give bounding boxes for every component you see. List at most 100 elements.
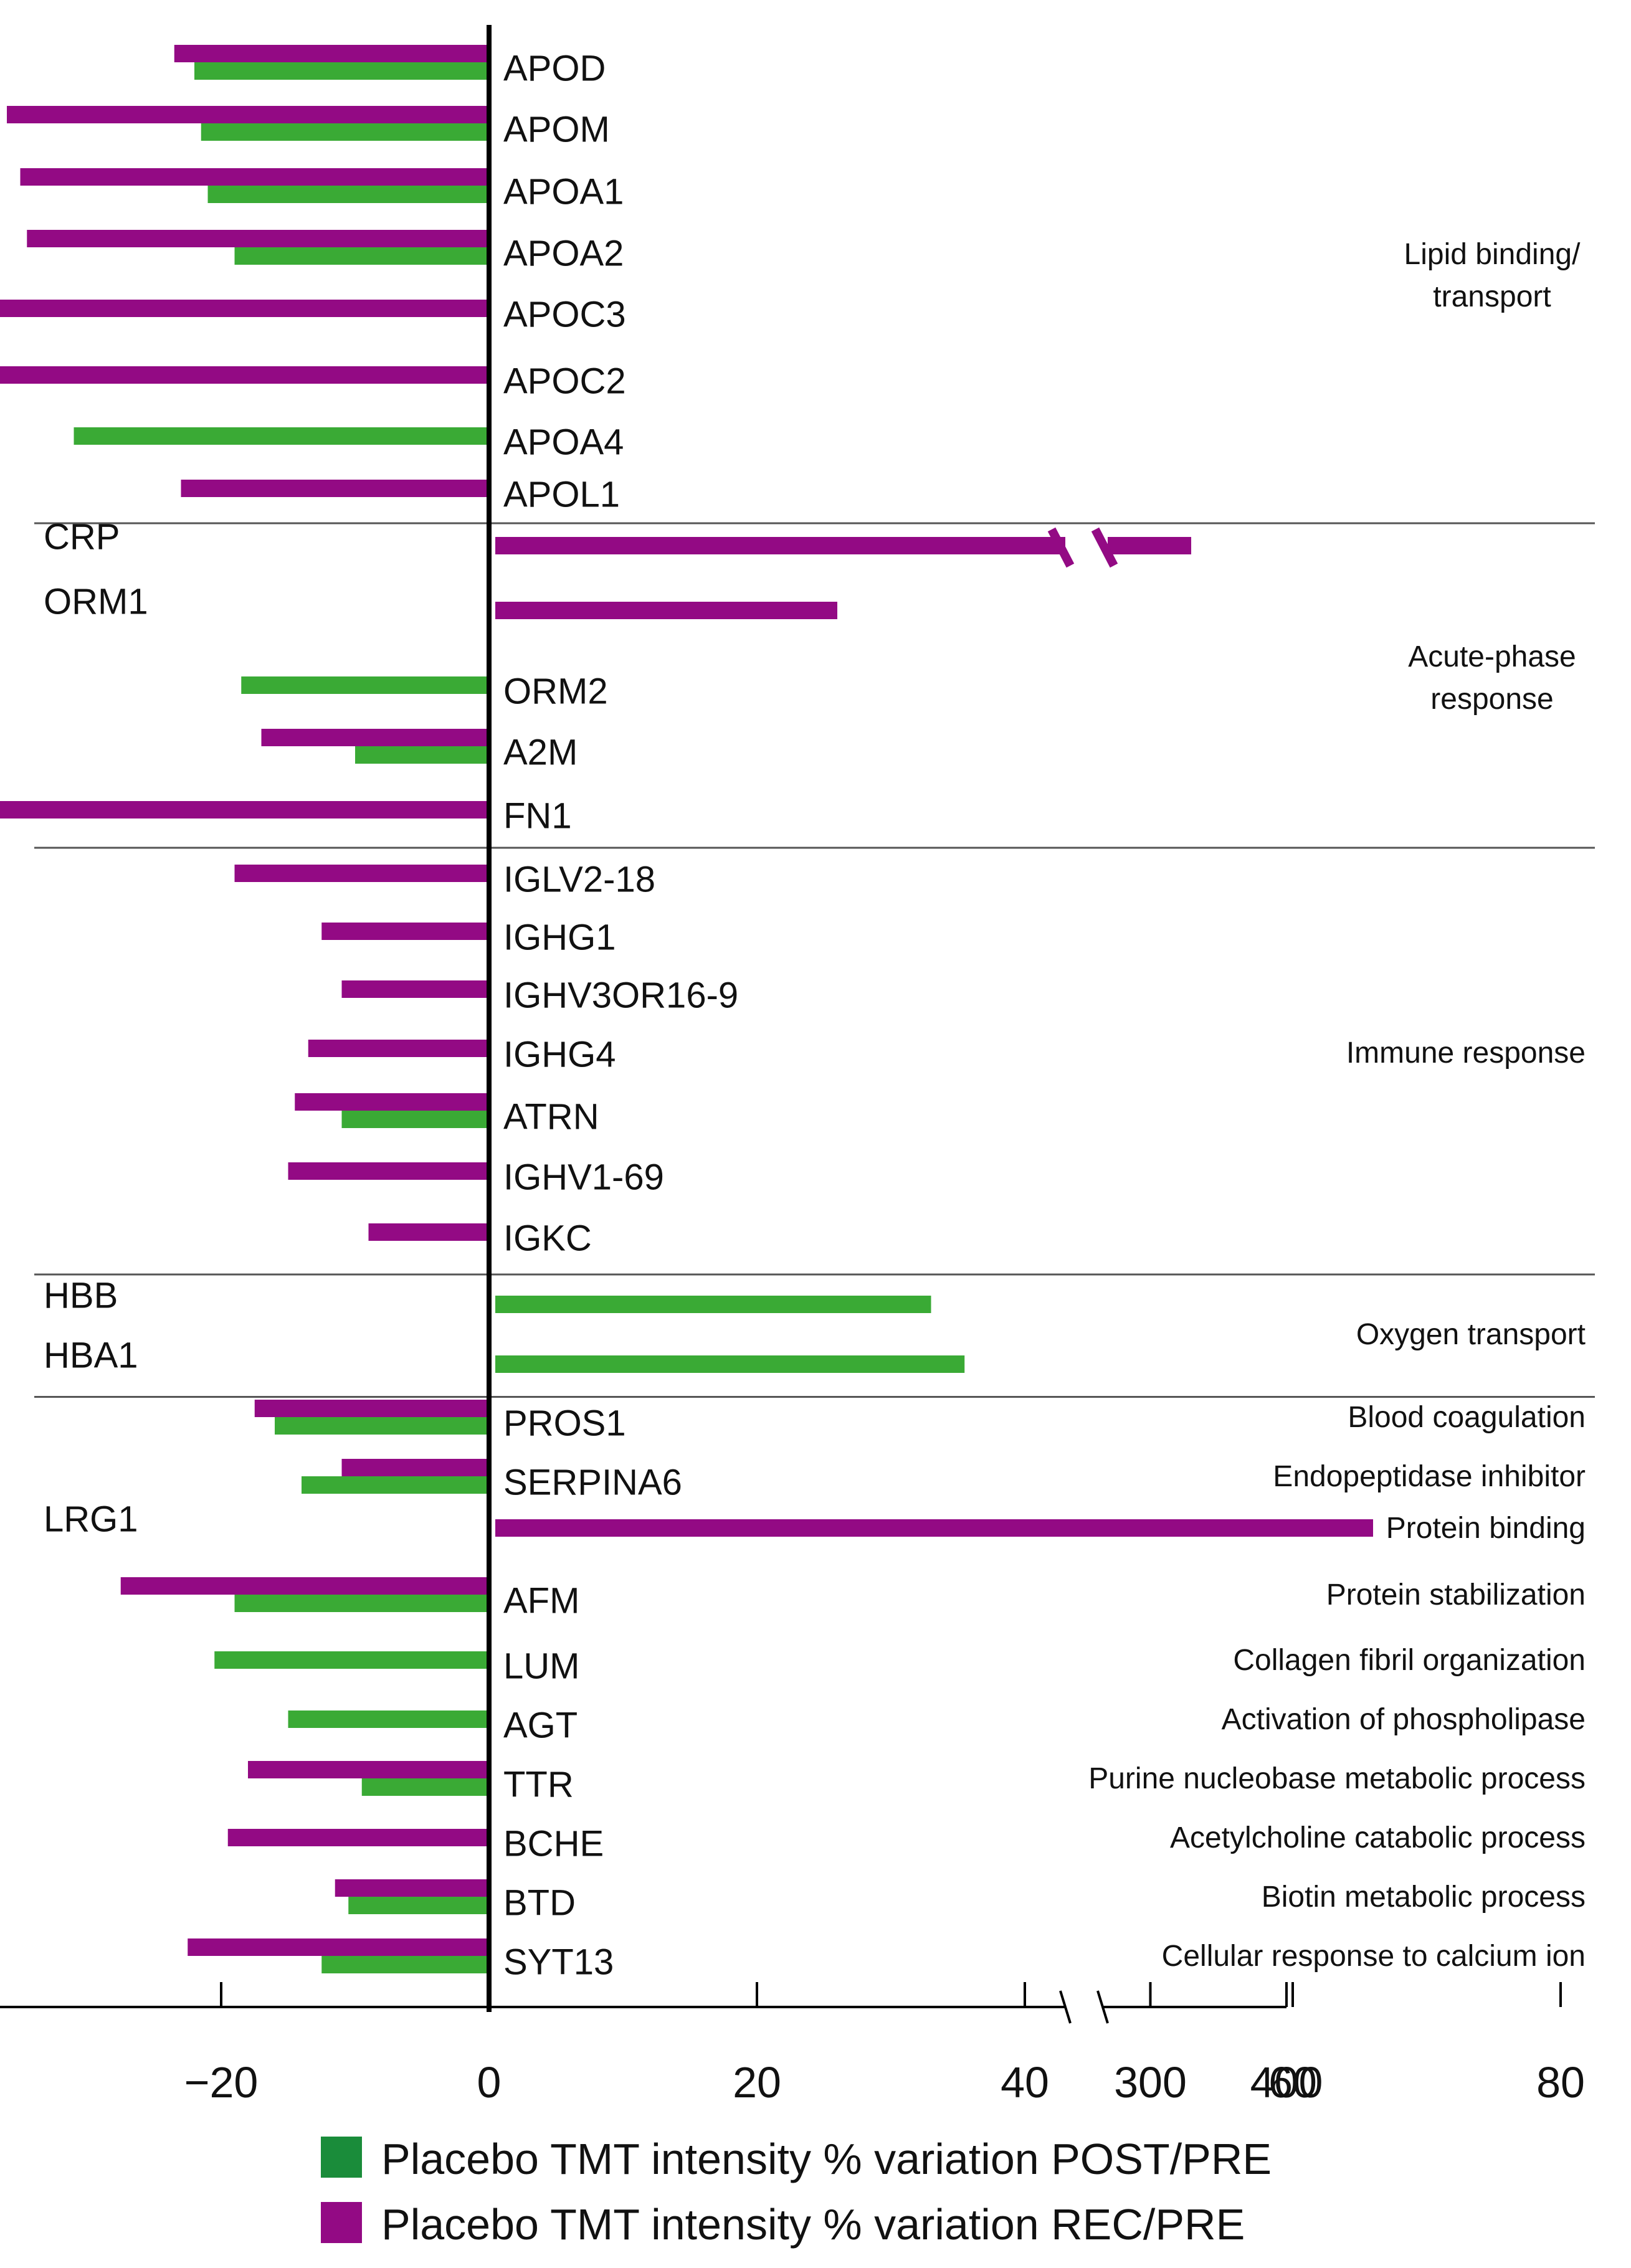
bar-syt13-rec (188, 1938, 489, 1956)
bar-apom-rec (7, 106, 489, 123)
category-label-oxygen-transport: Oxygen transport (1356, 1318, 1586, 1351)
bar-apoc3-rec (0, 300, 489, 317)
category-label-purine-nucleobase-metabolic-process: Purine nucleobase metabolic process (1088, 1762, 1586, 1795)
legend-swatch-post (321, 2137, 362, 2178)
bar-crp-rec-upper (1108, 537, 1192, 554)
axis-break-mark (1096, 1990, 1109, 2024)
x-tick-label: 400 (1250, 2058, 1323, 2107)
bar-btd-rec (335, 1879, 489, 1897)
bar-btd-post (348, 1897, 489, 1914)
x-tick-label: 60 (1268, 2058, 1317, 2107)
bar-ighv3or16-9-rec (341, 980, 489, 998)
gene-label-bche: BCHE (503, 1823, 604, 1864)
legend-swatch-rec (321, 2202, 362, 2243)
bar-igkc-rec (368, 1223, 489, 1241)
gene-label-igkc: IGKC (503, 1218, 592, 1258)
bar-orm2-post (241, 676, 489, 694)
bar-a2m-rec (261, 729, 489, 746)
bar-pros1-rec (254, 1400, 489, 1417)
bars (0, 45, 1373, 1973)
bar-break-mark (1091, 527, 1118, 568)
bar-apom-post (201, 123, 489, 141)
gene-label-atrn: ATRN (503, 1096, 599, 1137)
x-tick-label: −20 (184, 2058, 259, 2107)
gene-label-apoa2: APOA2 (503, 233, 624, 273)
category-label-protein-stabilization: Protein stabilization (1326, 1578, 1586, 1611)
bar-ighg1-rec (321, 923, 489, 940)
category-label-lipid-binding-transport: Lipid binding/transport (1404, 238, 1581, 313)
bar-atrn-rec (295, 1093, 489, 1111)
gene-label-ighv3or16-9: IGHV3OR16-9 (503, 975, 738, 1015)
gene-label-syt13: SYT13 (503, 1942, 614, 1982)
bar-serpina6-rec (341, 1459, 489, 1476)
legend-label-rec: Placebo TMT intensity % variation REC/PR… (381, 2200, 1245, 2249)
gene-label-apoc2: APOC2 (503, 361, 626, 401)
category-label-collagen-fibril-organization: Collagen fibril organization (1233, 1644, 1586, 1677)
gene-label-ighv1-69: IGHV1-69 (503, 1157, 664, 1197)
gene-label-iglv2-18: IGLV2-18 (503, 859, 655, 899)
group-separators (34, 522, 1595, 1398)
gene-label-apol1: APOL1 (503, 474, 620, 515)
bar-hbb-post (495, 1296, 931, 1313)
category-label-acetylcholine-catabolic-process: Acetylcholine catabolic process (1170, 1821, 1586, 1854)
bar-apoa2-rec (27, 230, 489, 247)
bar-break-mark (1047, 527, 1075, 568)
bar-hba1-post (495, 1355, 965, 1373)
bar-syt13-post (321, 1956, 489, 1973)
bar-pros1-post (275, 1417, 489, 1435)
bar-serpina6-post (302, 1476, 489, 1494)
gene-label-apod: APOD (503, 48, 606, 88)
x-tick-label: 20 (733, 2058, 781, 2107)
legend-label-post: Placebo TMT intensity % variation POST/P… (381, 2135, 1272, 2183)
legend: Placebo TMT intensity % variation POST/P… (321, 2135, 1272, 2249)
bar-apoa1-rec (20, 168, 489, 186)
gene-label-pros1: PROS1 (503, 1403, 626, 1443)
gene-labels: APOD APOM APOA1 APOA2 APOC3 APOC2 APOA4 APOL1 CR… (44, 48, 738, 1982)
gene-label-hbb: HBB (44, 1275, 118, 1316)
category-label-endopeptidase-inhibitor: Endopeptidase inhibitor (1273, 1460, 1586, 1493)
bar-ttr-rec (248, 1761, 489, 1778)
x-tick-label: 40 (1001, 2058, 1049, 2107)
gene-label-ighg4: IGHG4 (503, 1034, 616, 1075)
gene-label-a2m: A2M (503, 732, 578, 772)
bar-apol1-rec (181, 480, 489, 497)
gene-label-afm: AFM (503, 1580, 579, 1621)
category-label-protein-binding: Protein binding (1386, 1512, 1586, 1545)
gene-label-apoa1: APOA1 (503, 171, 624, 212)
gene-label-agt: AGT (503, 1705, 578, 1745)
gene-label-ighg1: IGHG1 (503, 917, 616, 957)
gene-label-orm2: ORM2 (503, 671, 608, 711)
gene-label-apom: APOM (503, 109, 610, 149)
x-tick-label: 0 (477, 2058, 502, 2107)
gene-label-apoa4: APOA4 (503, 422, 624, 462)
bar-ighg4-rec (308, 1040, 489, 1057)
bar-apod-post (194, 62, 489, 80)
gene-label-lum: LUM (503, 1646, 579, 1686)
category-label-biotin-metabolic-process: Biotin metabolic process (1262, 1881, 1586, 1914)
gene-label-apoc3: APOC3 (503, 294, 626, 335)
bar-lum-post (214, 1651, 489, 1669)
gene-label-lrg1: LRG1 (44, 1499, 138, 1539)
gene-label-btd: BTD (503, 1882, 576, 1923)
category-label-cellular-response-to-calcium-ion: Cellular response to calcium ion (1162, 1940, 1586, 1973)
bar-fn1-rec (0, 801, 489, 818)
bar-a2m-post (355, 746, 489, 764)
gene-label-hba1: HBA1 (44, 1335, 138, 1375)
bar-apoa4-post (74, 427, 489, 445)
bar-afm-post (234, 1595, 489, 1612)
category-label-immune-response: Immune response (1346, 1037, 1586, 1070)
bar-ttr-post (361, 1778, 489, 1796)
bar-apod-rec (174, 45, 489, 62)
bar-apoc2-rec (0, 366, 489, 384)
category-label-activation-of-phospholipase: Activation of phospholipase (1222, 1703, 1586, 1736)
category-label-blood-coagulation: Blood coagulation (1348, 1401, 1586, 1434)
x-tick-label: 80 (1536, 2058, 1585, 2107)
bar-crp-rec (495, 537, 1065, 554)
bar-iglv2-18-rec (234, 865, 489, 882)
bar-ighv1-69-rec (288, 1162, 489, 1180)
bar-lrg1-rec (495, 1519, 1373, 1537)
gene-label-fn1: FN1 (503, 795, 572, 836)
gene-label-ttr: TTR (503, 1764, 574, 1805)
